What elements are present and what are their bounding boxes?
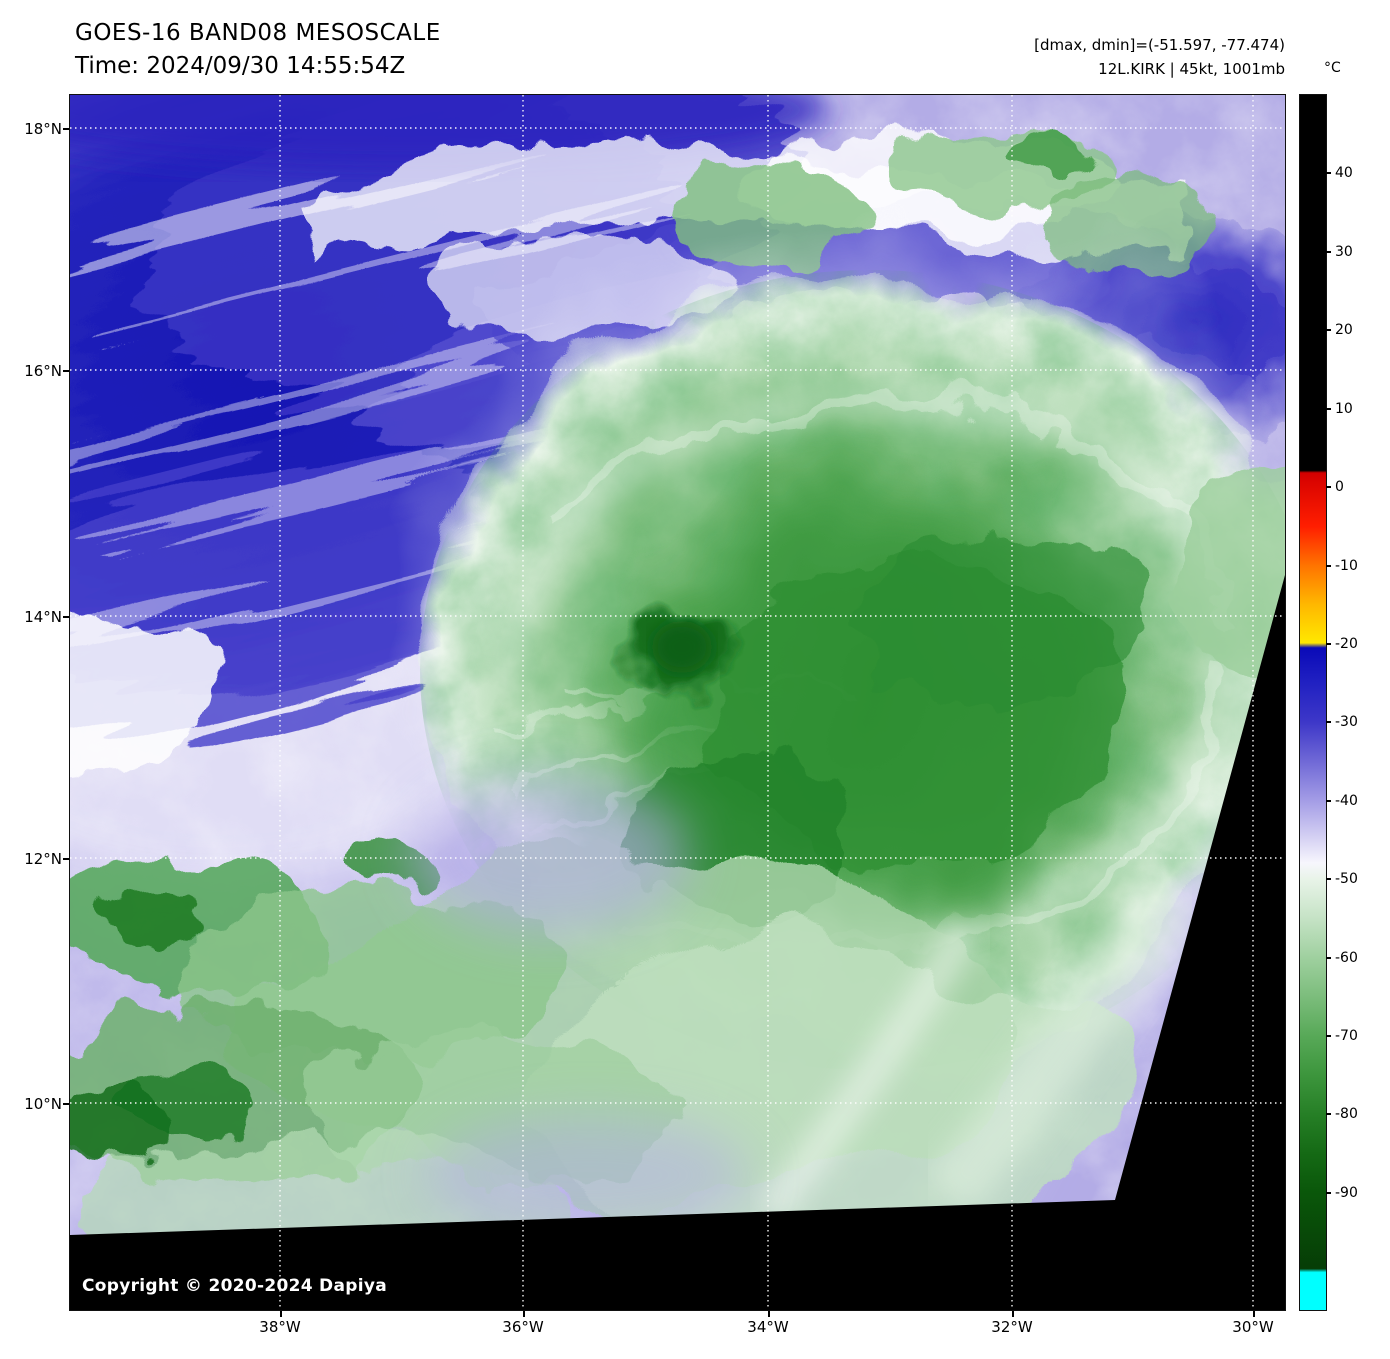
axis-tick	[1012, 1311, 1014, 1317]
header-info: [dmax, dmin]=(-51.597, -77.474) 12L.KIRK…	[1034, 33, 1285, 81]
tick-label: -70	[1335, 1028, 1358, 1044]
tick-mark	[1326, 1035, 1331, 1037]
tick-mark	[1326, 878, 1331, 880]
tick-label: 10	[1335, 401, 1353, 417]
tick-label: 30	[1335, 244, 1353, 260]
tick-label: -60	[1335, 950, 1358, 966]
lon-label-32w: 32°W	[991, 1318, 1033, 1336]
axis-tick	[63, 1103, 69, 1105]
lat-label-16n: 16°N	[24, 362, 62, 380]
axis-tick	[63, 128, 69, 130]
tick-mark	[1326, 565, 1331, 567]
tick-mark	[1326, 251, 1331, 253]
satellite-map: Copyright © 2020-2024 Dapiya	[69, 94, 1286, 1311]
tick-label: 20	[1335, 322, 1353, 338]
timestamp: Time: 2024/09/30 14:55:54Z	[75, 53, 406, 79]
tick-mark	[1326, 172, 1331, 174]
colorbar	[1299, 94, 1327, 1311]
tick-label: 0	[1335, 479, 1344, 495]
tick-label: -80	[1335, 1106, 1358, 1122]
tick-mark	[1326, 486, 1331, 488]
tick-label: -20	[1335, 636, 1358, 652]
tick-label: -90	[1335, 1185, 1358, 1201]
lat-label-12n: 12°N	[24, 850, 62, 868]
scan-edge-black	[70, 575, 1285, 1310]
axis-tick	[523, 1311, 525, 1317]
tick-mark	[1326, 1113, 1331, 1115]
colorbar-unit: °C	[1324, 60, 1341, 76]
tick-mark	[1326, 957, 1331, 959]
satellite-imagery	[70, 95, 1285, 1310]
tick-mark	[1326, 721, 1331, 723]
axis-tick	[63, 616, 69, 618]
dmax-dmin-readout: [dmax, dmin]=(-51.597, -77.474)	[1034, 36, 1285, 54]
lat-label-14n: 14°N	[24, 608, 62, 626]
lon-label-36w: 36°W	[502, 1318, 544, 1336]
lat-label-18n: 18°N	[24, 120, 62, 138]
tick-mark	[1326, 329, 1331, 331]
axis-tick	[280, 1311, 282, 1317]
axis-tick	[63, 858, 69, 860]
axis-tick	[63, 370, 69, 372]
tick-label: -30	[1335, 714, 1358, 730]
tick-label: 40	[1335, 165, 1353, 181]
page-title: GOES-16 BAND08 MESOSCALE	[75, 20, 441, 46]
storm-info: 12L.KIRK | 45kt, 1001mb	[1098, 60, 1285, 78]
lon-label-38w: 38°W	[259, 1318, 301, 1336]
tick-label: -40	[1335, 793, 1358, 809]
lon-label-30w: 30°W	[1232, 1318, 1274, 1336]
tick-mark	[1326, 1192, 1331, 1194]
tick-mark	[1326, 408, 1331, 410]
colorbar-gradient	[1300, 95, 1326, 1310]
lon-label-34w: 34°W	[747, 1318, 789, 1336]
misc-texture	[70, 455, 1285, 1235]
axis-tick	[1253, 1311, 1255, 1317]
axis-tick	[768, 1311, 770, 1317]
copyright-text: Copyright © 2020-2024 Dapiya	[82, 1276, 387, 1296]
tick-label: -50	[1335, 871, 1358, 887]
tick-mark	[1326, 643, 1331, 645]
lat-label-10n: 10°N	[24, 1095, 62, 1113]
tick-mark	[1326, 800, 1331, 802]
tick-label: -10	[1335, 558, 1358, 574]
